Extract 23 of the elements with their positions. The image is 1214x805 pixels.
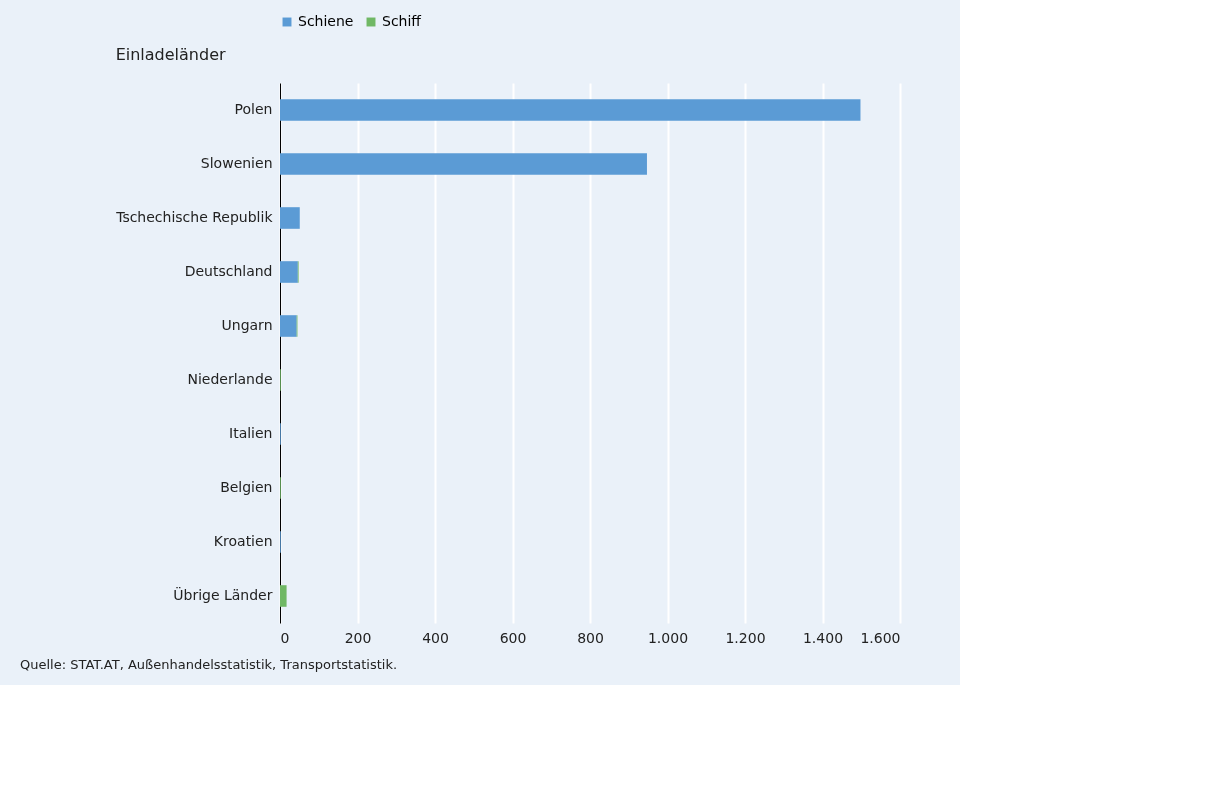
y-tick-label: Niederlande [187,371,273,387]
y-tick-label: Slowenien [200,155,273,171]
x-tick-label: 1.600 [860,629,901,646]
x-tick-label: 1.200 [725,629,766,646]
x-tick-label: 1.400 [802,629,844,646]
source-note: Quelle: STAT.AT, Außenhandelsstatistik, Transportstatistik. [20,657,398,672]
y-tick-label: Übrige Länder [173,586,273,603]
x-tick-label: 800 [577,629,604,646]
y-tick-label: Ungarn [221,317,273,333]
y-tick-label: Italien [229,425,273,441]
x-tick-label: 400 [422,629,449,646]
legend-label: Schiene [298,13,354,29]
legend-label: Schiff [382,13,422,29]
x-tick-label: 600 [499,629,527,646]
y-tick-label: Polen [234,101,273,117]
x-tick-label: 1.000 [647,629,689,646]
y-tick-label: Belgien [220,479,273,495]
y-tick-label: Tschechische Republik [115,209,274,225]
chart-title: Einladeländer [115,45,226,64]
x-tick-label: 200 [344,629,372,646]
y-tick-label: Kroatien [213,533,273,549]
y-tick-label: Deutschland [184,263,273,279]
x-tick-label: 0 [280,629,290,646]
